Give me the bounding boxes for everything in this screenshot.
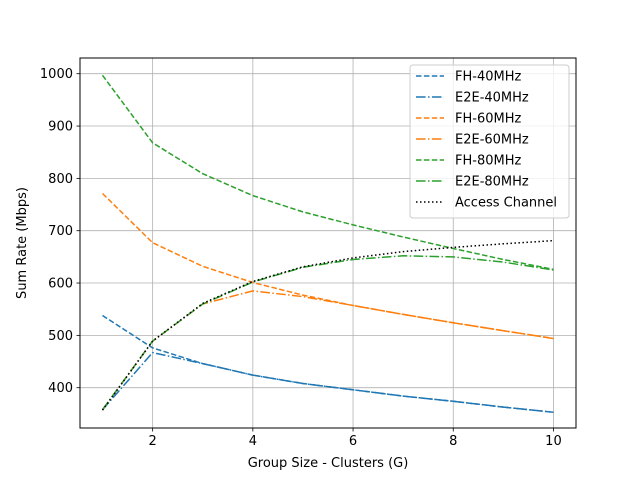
legend-label-fh-40mhz: FH-40MHz: [455, 70, 521, 85]
series-line-fh-80mhz: [101, 74, 554, 271]
plot-frame: [79, 57, 577, 429]
x-tick-label: 4: [249, 434, 257, 449]
x-tick-label: 6: [349, 434, 357, 449]
legend-label-e2e-80mhz: E2E-80MHz: [455, 175, 529, 190]
x-tick-label: 10: [545, 434, 562, 449]
y-tick-label: 900: [48, 120, 73, 135]
series-line-e2e-40mhz: [101, 351, 554, 414]
y-tick-label: 700: [48, 224, 73, 239]
legend-label-access-channel: Access Channel: [455, 196, 557, 211]
y-tick-label: 800: [48, 172, 73, 187]
y-tick-label: 500: [48, 329, 73, 344]
legend-label-e2e-40mhz: E2E-40MHz: [455, 91, 529, 106]
legend-label-fh-60mhz: FH-60MHz: [455, 112, 521, 127]
legend-box: [409, 64, 570, 219]
series-line-access-channel: [101, 239, 554, 411]
y-axis-label: Sum Rate (Mbps): [15, 187, 30, 299]
x-tick-label: 2: [149, 434, 157, 449]
axis-ticks: 2 4 6 8 10 400 500 600 700 800 900 1000: [40, 67, 562, 449]
y-tick-label: 600: [48, 277, 73, 292]
legend: FH-40MHz E2E-40MHz FH-60MHz E2E-60MHz FH-80M…: [409, 64, 570, 219]
legend-label-e2e-60mhz: E2E-60MHz: [455, 133, 529, 148]
legend-label-fh-80mhz: FH-80MHz: [455, 154, 521, 169]
series-lines: [101, 74, 554, 414]
y-tick-label: 1000: [40, 67, 73, 82]
x-tick-label: 8: [449, 434, 457, 449]
y-tick-label: 400: [48, 381, 73, 396]
x-axis-label: Group Size - Clusters (G): [248, 456, 409, 471]
